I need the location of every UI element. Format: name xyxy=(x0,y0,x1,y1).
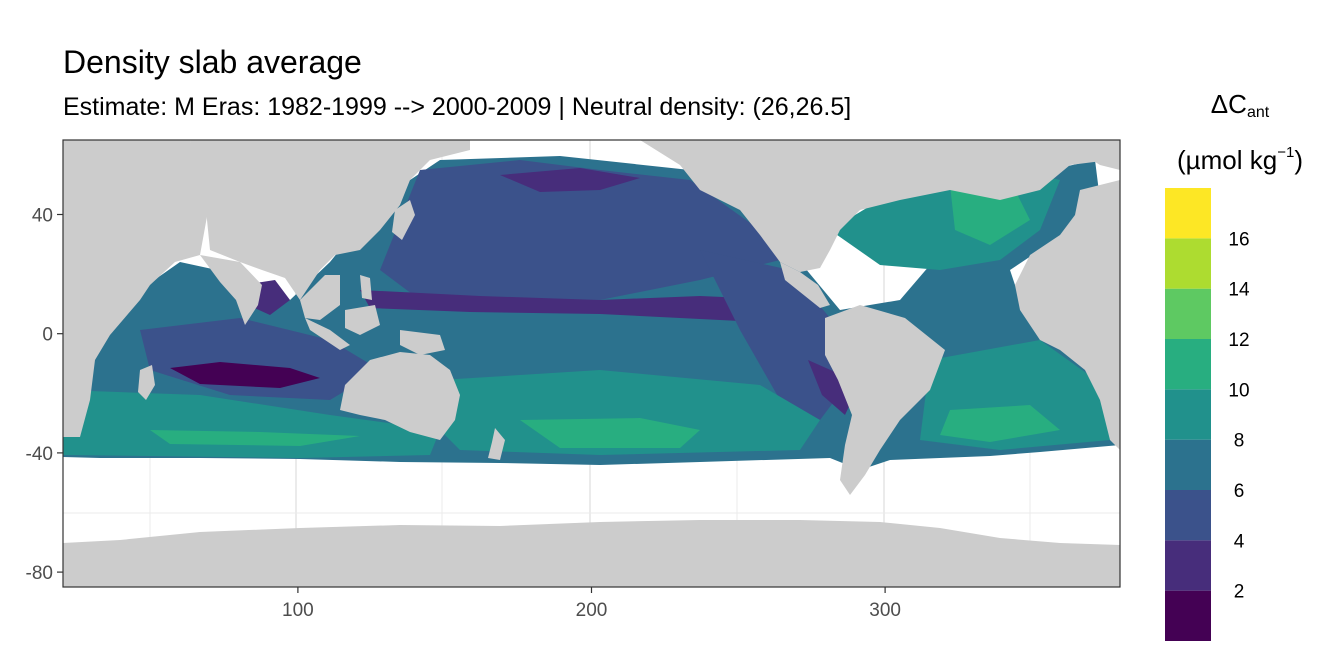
legend-tick-label: 14 xyxy=(1228,280,1250,301)
legend-swatch xyxy=(1165,188,1211,239)
legend-symbol: ΔC xyxy=(1210,89,1247,119)
ocean-field-north-pacific xyxy=(380,160,780,305)
y-tick-label: -40 xyxy=(26,444,53,465)
legend-swatch xyxy=(1165,288,1211,339)
land-indochina xyxy=(300,275,340,320)
plot-title: Density slab average xyxy=(63,44,362,80)
legend-tick-label: 2 xyxy=(1234,582,1245,603)
ocean-field-alaska xyxy=(500,168,640,192)
land-new-guinea xyxy=(400,330,445,355)
x-tick-label: 200 xyxy=(576,600,608,621)
y-tick-label: 0 xyxy=(42,325,53,346)
legend-swatch xyxy=(1165,339,1211,390)
land-antarctica xyxy=(63,520,1120,587)
legend-colorbar: 2 4 6 8 10 12 14 16 xyxy=(1165,188,1250,641)
plot-subtitle: Estimate: M Eras: 1982-1999 --> 2000-200… xyxy=(63,93,852,121)
legend-swatch xyxy=(1165,540,1211,591)
land-philippines xyxy=(360,275,372,300)
land-south-america xyxy=(825,305,945,495)
land xyxy=(63,140,1120,587)
legend-subscript: ant xyxy=(1246,104,1270,121)
ocean-field-east-pacific xyxy=(700,250,850,420)
legend-swatch xyxy=(1165,590,1211,641)
ocean-field-south-indian xyxy=(63,390,440,458)
land-central-america xyxy=(780,262,830,308)
x-tick-label: 100 xyxy=(282,600,314,621)
ocean-field-indian-core xyxy=(170,362,320,388)
legend-tick-label: 10 xyxy=(1228,380,1249,401)
land-asia xyxy=(190,140,470,300)
land-india xyxy=(200,255,262,325)
ocean-field-south-pacific-band xyxy=(520,418,700,448)
land-new-zealand xyxy=(488,428,505,460)
land-africa xyxy=(63,140,210,437)
y-tick-label: 40 xyxy=(32,206,53,227)
legend-title: ΔCant (µmol kg−1) xyxy=(1150,84,1330,180)
ocean-field-equatorial xyxy=(360,290,820,322)
legend-tick-label: 4 xyxy=(1234,531,1245,552)
ocean-field-south-atlantic-core xyxy=(940,405,1060,442)
legend-unit-suffix: ) xyxy=(1294,145,1303,175)
x-tick-label: 300 xyxy=(869,600,901,621)
land-europe-africa-east xyxy=(1015,180,1120,450)
land-greenland xyxy=(1060,140,1120,170)
legend-tick-label: 6 xyxy=(1234,481,1245,502)
legend-swatch xyxy=(1165,238,1211,289)
legend-swatch xyxy=(1165,389,1211,440)
ocean-field-peru xyxy=(808,360,852,415)
x-axis: 100 200 300 xyxy=(282,587,901,621)
y-tick-label: -80 xyxy=(26,563,53,584)
legend-unit-superscript: −1 xyxy=(1277,144,1295,161)
y-axis: 40 0 -40 -80 xyxy=(26,206,63,584)
land-north-america xyxy=(640,140,1110,272)
land-madagascar xyxy=(138,365,155,400)
legend-tick-label: 12 xyxy=(1228,330,1249,351)
land-japan xyxy=(392,200,415,240)
legend-unit-prefix: (µmol kg xyxy=(1177,145,1278,175)
land-borneo xyxy=(345,305,380,335)
legend-swatch xyxy=(1165,490,1211,541)
legend-tick-label: 16 xyxy=(1228,229,1249,250)
ocean-field-south-pacific xyxy=(430,370,820,455)
legend-swatch xyxy=(1165,439,1211,490)
legend-tick-label: 8 xyxy=(1234,431,1245,452)
land-australia xyxy=(340,352,460,440)
land-sumatra xyxy=(305,318,350,350)
ocean-field-south-indian-band xyxy=(150,430,360,446)
